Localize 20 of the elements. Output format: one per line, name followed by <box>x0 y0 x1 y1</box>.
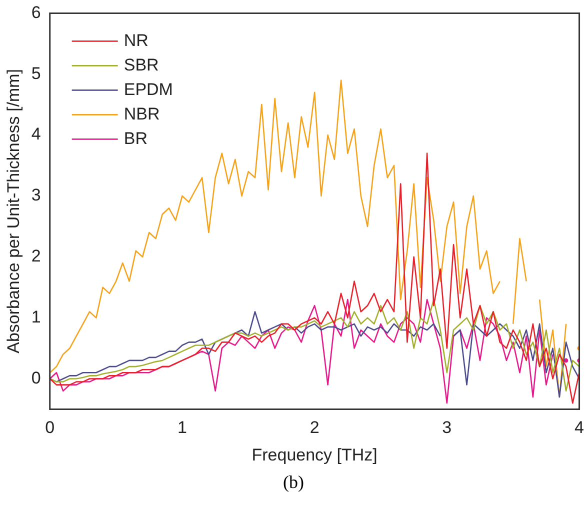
y-axis-title: Absorbance per Unit-Thickness [/mm] <box>4 69 23 354</box>
y-tick-label: 3 <box>31 186 41 205</box>
legend-label: SBR <box>124 55 159 74</box>
x-tick-label: 0 <box>45 418 55 438</box>
text: (b) <box>282 472 305 493</box>
legend-label: NBR <box>124 104 160 124</box>
y-tick-label: 1 <box>31 308 41 327</box>
y-tick-label: 4 <box>31 124 41 144</box>
legend-label: EPDM <box>124 80 173 99</box>
x-tick-label: 4 <box>574 418 584 438</box>
x-tick-label: 1 <box>177 418 187 438</box>
x-tick-label: 3 <box>442 418 452 438</box>
y-tick-label: 2 <box>31 246 41 266</box>
x-axis-title: Frequency [THz] <box>252 445 378 464</box>
y-tick-label: 5 <box>31 64 41 83</box>
legend-label: BR <box>124 128 148 148</box>
y-tick-label: 0 <box>31 368 41 388</box>
x-tick-label: 2 <box>310 418 320 438</box>
legend-label: NR <box>124 30 148 50</box>
y-tick-label: 6 <box>31 2 41 22</box>
